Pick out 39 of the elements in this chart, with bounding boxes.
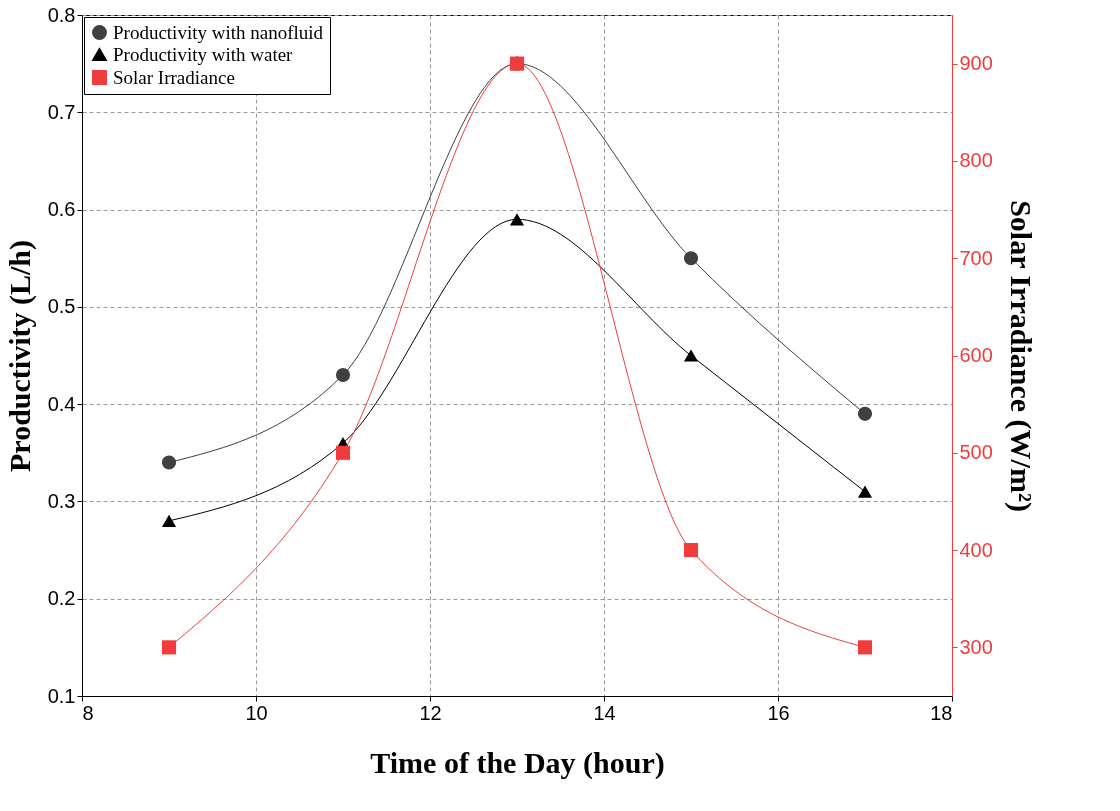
- x-tick-label: 12: [419, 701, 442, 724]
- x-axis-title: Time of the Day (hour): [370, 745, 665, 780]
- point: [857, 485, 873, 498]
- point: [161, 640, 177, 655]
- point: [161, 514, 177, 528]
- y-tick-label: 0.6: [47, 198, 76, 221]
- point: [683, 349, 699, 362]
- y-axis-title: Productivity (L/h): [2, 240, 37, 472]
- y-tick-label: 0.7: [47, 100, 76, 123]
- legend-label: Productivity with water: [113, 43, 294, 65]
- y-tick-label: 0.3: [47, 489, 76, 512]
- y2-axis-title: Solar Irradiance (W/m²): [1003, 200, 1038, 512]
- point: [857, 406, 873, 421]
- y2-tick-label: 400: [959, 538, 993, 561]
- y-tick-label: 0.1: [47, 684, 76, 707]
- y2-tick-label: 500: [959, 441, 993, 464]
- point: [335, 445, 351, 460]
- x-tick-label: 8: [82, 701, 94, 724]
- y-tick-label: 0.8: [47, 3, 76, 26]
- point: [161, 455, 177, 470]
- point: [335, 367, 351, 383]
- y2-tick-label: 300: [959, 635, 993, 658]
- y2-tick-label: 900: [959, 52, 993, 75]
- legend-label: Productivity with nanofluid: [113, 21, 324, 43]
- x-tick-label: 10: [245, 701, 268, 724]
- y-tick-label: 0.2: [47, 587, 76, 610]
- x-tick-label: 18: [930, 701, 953, 724]
- y2-tick-label: 700: [959, 246, 993, 269]
- legend-label: Solar Irradiance: [113, 66, 235, 88]
- x-tick-label: 14: [593, 701, 616, 724]
- y-tick-label: 0.4: [47, 392, 76, 415]
- y-tick-label: 0.5: [47, 295, 76, 318]
- point: [857, 640, 873, 655]
- y2-tick-label: 600: [959, 344, 993, 366]
- x-tick-label: 16: [767, 701, 790, 724]
- point: [683, 251, 699, 266]
- point: [683, 543, 699, 558]
- point: [509, 213, 525, 226]
- y2-tick-label: 800: [959, 149, 993, 172]
